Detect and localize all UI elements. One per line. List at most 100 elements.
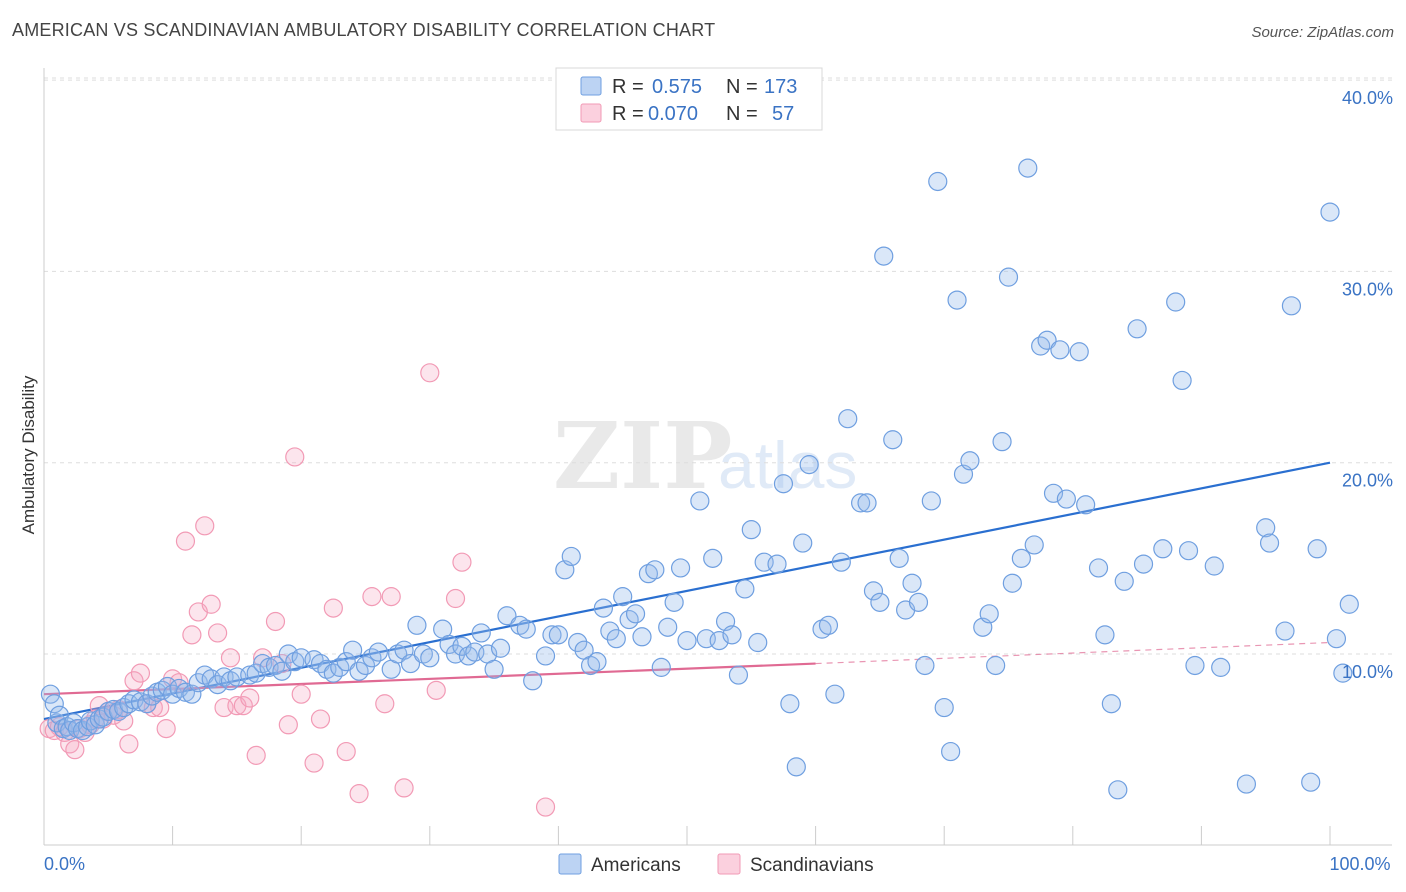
scandinavians-point <box>420 363 440 383</box>
americans-point <box>851 493 871 513</box>
americans-point <box>114 697 134 718</box>
watermark-atlas: atlas <box>718 428 857 502</box>
scandinavians-point <box>278 715 298 735</box>
scandinavians-point <box>119 734 139 754</box>
americans-point <box>773 474 794 494</box>
scandinavians-points <box>39 363 556 817</box>
americans-point <box>484 659 504 679</box>
scandinavians-point <box>175 531 196 551</box>
americans-point <box>343 640 363 660</box>
americans-point <box>587 652 607 672</box>
americans-point <box>934 697 954 718</box>
scandinavians-point <box>304 753 324 773</box>
americans-point <box>606 629 626 649</box>
americans-point <box>188 673 208 693</box>
y-tick-label-0: 10.0% <box>1342 662 1393 682</box>
americans-point <box>1056 489 1076 509</box>
americans-point <box>1211 657 1231 677</box>
x-tick-label-1: 100.0% <box>1329 854 1390 874</box>
americans-point <box>1307 539 1327 559</box>
legend: Americans Scandinavians <box>558 853 874 876</box>
scandinavians-point <box>349 784 369 804</box>
americans-point <box>915 655 935 676</box>
americans-point <box>1339 594 1359 614</box>
stats-americans-n-label: N = <box>726 76 758 98</box>
americans-point <box>1076 495 1096 515</box>
americans-point <box>741 520 761 540</box>
americans-point <box>1172 370 1192 391</box>
americans-point <box>1275 621 1295 641</box>
americans-points <box>40 158 1359 800</box>
americans-point <box>568 632 588 653</box>
stats-scandinavians-n-value: 57 <box>772 103 794 125</box>
americans-point <box>44 694 64 714</box>
legend-scandinavians-swatch <box>717 853 741 875</box>
americans-point <box>523 671 543 691</box>
scandinavians-point <box>130 663 151 683</box>
stats-americans-swatch <box>580 76 602 96</box>
y-tick-label-1: 20.0% <box>1342 471 1393 491</box>
americans-point <box>1108 780 1128 800</box>
americans-point <box>664 592 684 612</box>
legend-americans-label: Americans <box>591 855 681 876</box>
americans-point <box>1320 202 1340 222</box>
americans-point <box>651 657 671 677</box>
scandinavians-point <box>169 673 189 693</box>
stats-americans-n-value: 173 <box>764 76 797 98</box>
americans-point <box>677 631 697 651</box>
americans-point <box>818 615 839 635</box>
americans-point <box>278 644 298 664</box>
americans-point <box>142 686 162 706</box>
stats-scandinavians-r-value: 0.070 <box>648 103 698 125</box>
americans-point <box>336 652 356 672</box>
y-tick-label-3: 40.0% <box>1342 88 1393 108</box>
americans-point <box>632 627 652 647</box>
americans-point <box>182 684 202 704</box>
americans-point <box>490 638 511 658</box>
americans-point <box>690 491 710 511</box>
americans-point <box>208 675 228 695</box>
americans-point <box>645 560 665 580</box>
scandinavians-point <box>208 623 228 643</box>
americans-point <box>870 592 890 612</box>
americans-point <box>1281 296 1302 316</box>
gridlines <box>44 77 1392 655</box>
stats-americans-r-value: 0.575 <box>652 76 702 98</box>
y-axis-label: Ambulatory Disability <box>19 375 38 534</box>
scandinavians-point <box>195 516 215 536</box>
scandinavians-point <box>246 745 266 765</box>
americans-point <box>600 621 620 641</box>
scandinavians-point <box>285 447 305 467</box>
scandinavians-point <box>240 688 260 708</box>
americans-point <box>548 625 569 645</box>
scandinavians-point <box>156 719 176 739</box>
americans-point <box>883 430 903 450</box>
americans-point <box>992 432 1012 452</box>
americans-point <box>407 615 427 635</box>
americans-point <box>152 680 172 700</box>
americans-point <box>1101 694 1121 714</box>
americans-point <box>368 642 388 662</box>
americans-point <box>947 290 967 310</box>
americans-point <box>1185 655 1205 676</box>
americans-point <box>542 625 562 645</box>
y-tick-label-2: 30.0% <box>1342 279 1393 299</box>
source-note: Source: ZipAtlas.com <box>1251 24 1394 41</box>
americans-point <box>986 655 1006 676</box>
americans-point <box>767 554 787 574</box>
americans-point <box>1301 772 1321 792</box>
stats-scandinavians-swatch <box>580 103 602 123</box>
americans-point <box>1024 535 1044 555</box>
americans-point <box>838 409 858 429</box>
americans-point <box>420 648 440 668</box>
americans-point <box>1236 774 1257 794</box>
chart-title: AMERICAN VS SCANDINAVIAN AMBULATORY DISA… <box>12 20 716 40</box>
americans-point <box>825 684 845 704</box>
legend-americans-swatch <box>558 853 582 875</box>
americans-point <box>793 533 813 553</box>
americans-point <box>658 617 678 637</box>
americans-point <box>1088 558 1109 578</box>
americans-point <box>960 451 980 471</box>
scandinavians-point <box>445 588 466 609</box>
scandinavians-point <box>375 694 395 714</box>
